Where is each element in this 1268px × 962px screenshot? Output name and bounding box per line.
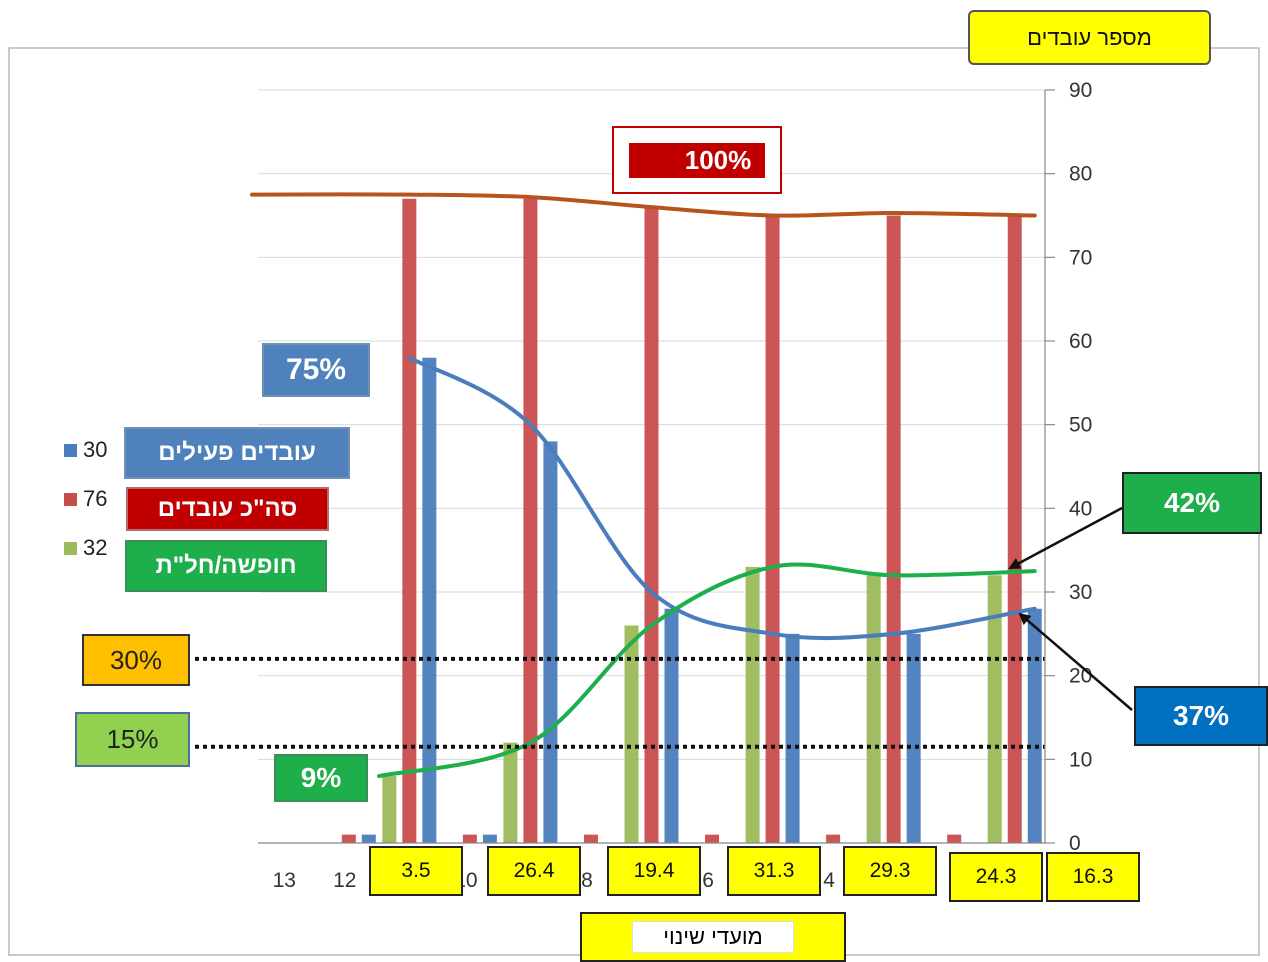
y-tick-label-0: 0 — [1069, 832, 1081, 855]
period-label-3: 19.4 — [607, 846, 701, 896]
legend-value-total: 76 — [83, 486, 108, 511]
legend-value-active: 30 — [83, 437, 108, 462]
bar-total-5 — [765, 215, 780, 843]
bar-series — [341, 198, 1042, 844]
bar-total-6 — [705, 834, 720, 843]
period-label-2: 26.4 — [487, 846, 581, 896]
legend-swatch-total — [64, 492, 77, 506]
x-tick-label-4: 4 — [823, 869, 835, 892]
period-label-4: 31.3 — [727, 846, 821, 896]
period-label-1: 3.5 — [369, 846, 463, 896]
x-tick-label-8: 8 — [581, 869, 593, 892]
bar-active-7 — [664, 608, 679, 843]
callout-arrows — [1008, 506, 1133, 711]
legend-swatch-active — [64, 443, 77, 457]
bar-active-11 — [422, 357, 437, 843]
legend-label-leave: חופשה/חל"ת — [125, 540, 327, 592]
annotation-9: 9% — [274, 754, 368, 802]
ref-label-15: 15% — [75, 712, 190, 767]
y-tick-label-90: 90 — [1069, 79, 1092, 102]
period-label-7: 16.3 — [1046, 852, 1140, 902]
bar-leave-9 — [503, 742, 518, 843]
reference-lines — [195, 656, 1045, 749]
y-tick-label-50: 50 — [1069, 414, 1092, 437]
arrow-37 — [1018, 612, 1133, 711]
arrow-42 — [1008, 506, 1123, 570]
period-label-5: 29.3 — [843, 846, 937, 896]
bar-total-2 — [947, 834, 962, 843]
legend-entry-leave: 32 — [64, 535, 107, 561]
x-axis-title: מועדי שינוי — [632, 921, 794, 953]
bar-leave-7 — [624, 625, 639, 843]
period-label-6: 24.3 — [949, 852, 1043, 902]
y-tick-label-80: 80 — [1069, 163, 1092, 186]
trend-lines — [250, 192, 1037, 779]
y-tick-label-10: 10 — [1069, 748, 1092, 771]
bar-total-1 — [1007, 215, 1022, 843]
bar-leave-11 — [382, 776, 397, 843]
x-tick-label-6: 6 — [702, 869, 714, 892]
y-tick-label-40: 40 — [1069, 497, 1092, 520]
active-trend — [407, 355, 1037, 641]
bar-total-9 — [523, 198, 538, 843]
annotation-42: 42% — [1122, 472, 1262, 534]
legend-swatch-leave — [64, 541, 77, 555]
bar-active-3 — [906, 633, 921, 843]
legend-value-leave: 32 — [83, 535, 108, 560]
legend-entry-active: 30 — [64, 437, 107, 463]
annotation-37: 37% — [1134, 686, 1268, 746]
bar-active-1 — [1027, 608, 1042, 843]
annotation-75: 75% — [262, 343, 370, 397]
bar-total-7 — [644, 207, 659, 844]
bar-active-10 — [482, 834, 497, 843]
total-trend — [250, 192, 1037, 218]
bar-leave-3 — [866, 575, 881, 843]
bar-total-8 — [583, 834, 598, 843]
y-tick-label-20: 20 — [1069, 665, 1092, 688]
x-tick-label-12: 12 — [333, 869, 356, 892]
legend-entry-total: 76 — [64, 486, 107, 512]
x-axis-title-box: מועדי שינוי — [580, 912, 846, 962]
bar-active-9 — [543, 441, 558, 843]
bar-total-3 — [886, 215, 901, 843]
bar-total-4 — [826, 834, 841, 843]
ref-label-30: 30% — [82, 634, 190, 686]
annotation-100-text: 100% — [628, 142, 766, 178]
y-tick-label-30: 30 — [1069, 581, 1092, 604]
bar-active-5 — [785, 633, 800, 843]
y-axis-title: מספר עובדים — [968, 10, 1211, 65]
legend-label-active: עובדים פעילים — [124, 427, 350, 479]
bar-total-12 — [341, 834, 356, 843]
legend-label-total: סה"כ עובדים — [126, 487, 329, 531]
annotation-100: 100% — [612, 126, 782, 194]
x-tick-label-13: 13 — [273, 869, 296, 892]
bar-active-12 — [361, 834, 376, 843]
bar-total-10 — [462, 834, 477, 843]
bar-leave-5 — [745, 566, 760, 843]
y-tick-label-70: 70 — [1069, 246, 1092, 269]
leave-trend — [377, 562, 1037, 779]
y-tick-label-60: 60 — [1069, 330, 1092, 353]
bar-leave-1 — [987, 575, 1002, 843]
